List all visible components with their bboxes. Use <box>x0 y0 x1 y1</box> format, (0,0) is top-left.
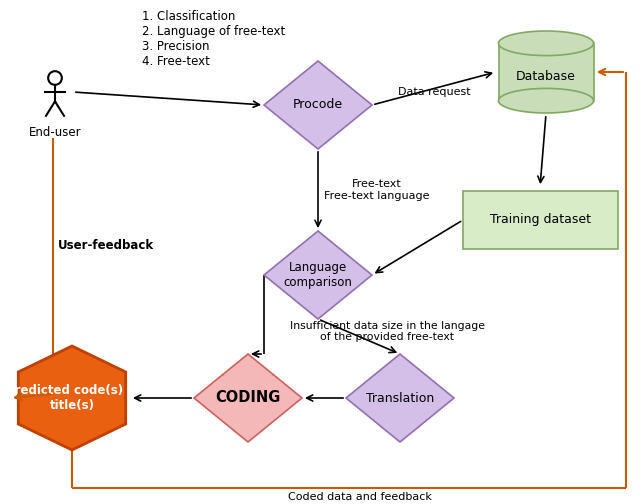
Polygon shape <box>194 354 302 442</box>
Text: Language
comparison: Language comparison <box>284 261 353 289</box>
Text: User-feedback: User-feedback <box>58 239 154 253</box>
Text: Free-text
Free-text language: Free-text Free-text language <box>324 179 429 201</box>
Text: CODING: CODING <box>215 391 281 406</box>
Text: Translation: Translation <box>366 392 434 405</box>
Text: Coded data and feedback: Coded data and feedback <box>288 492 432 502</box>
Text: Database: Database <box>516 71 576 84</box>
Text: Predicted code(s) &
title(s): Predicted code(s) & title(s) <box>6 384 138 412</box>
FancyBboxPatch shape <box>463 191 618 249</box>
Polygon shape <box>264 61 372 149</box>
Text: Data request: Data request <box>397 87 470 97</box>
FancyBboxPatch shape <box>499 43 593 101</box>
Polygon shape <box>19 346 125 450</box>
Ellipse shape <box>499 88 593 113</box>
Polygon shape <box>346 354 454 442</box>
Ellipse shape <box>499 31 593 55</box>
Text: End-user: End-user <box>29 126 81 139</box>
Text: Procode: Procode <box>293 98 343 111</box>
Polygon shape <box>264 231 372 319</box>
Text: Insufficient data size in the langage
of the provided free-text: Insufficient data size in the langage of… <box>289 321 484 342</box>
Text: Training dataset: Training dataset <box>490 214 591 226</box>
Text: 1. Classification
2. Language of free-text
3. Precision
4. Free-text: 1. Classification 2. Language of free-te… <box>142 10 285 68</box>
